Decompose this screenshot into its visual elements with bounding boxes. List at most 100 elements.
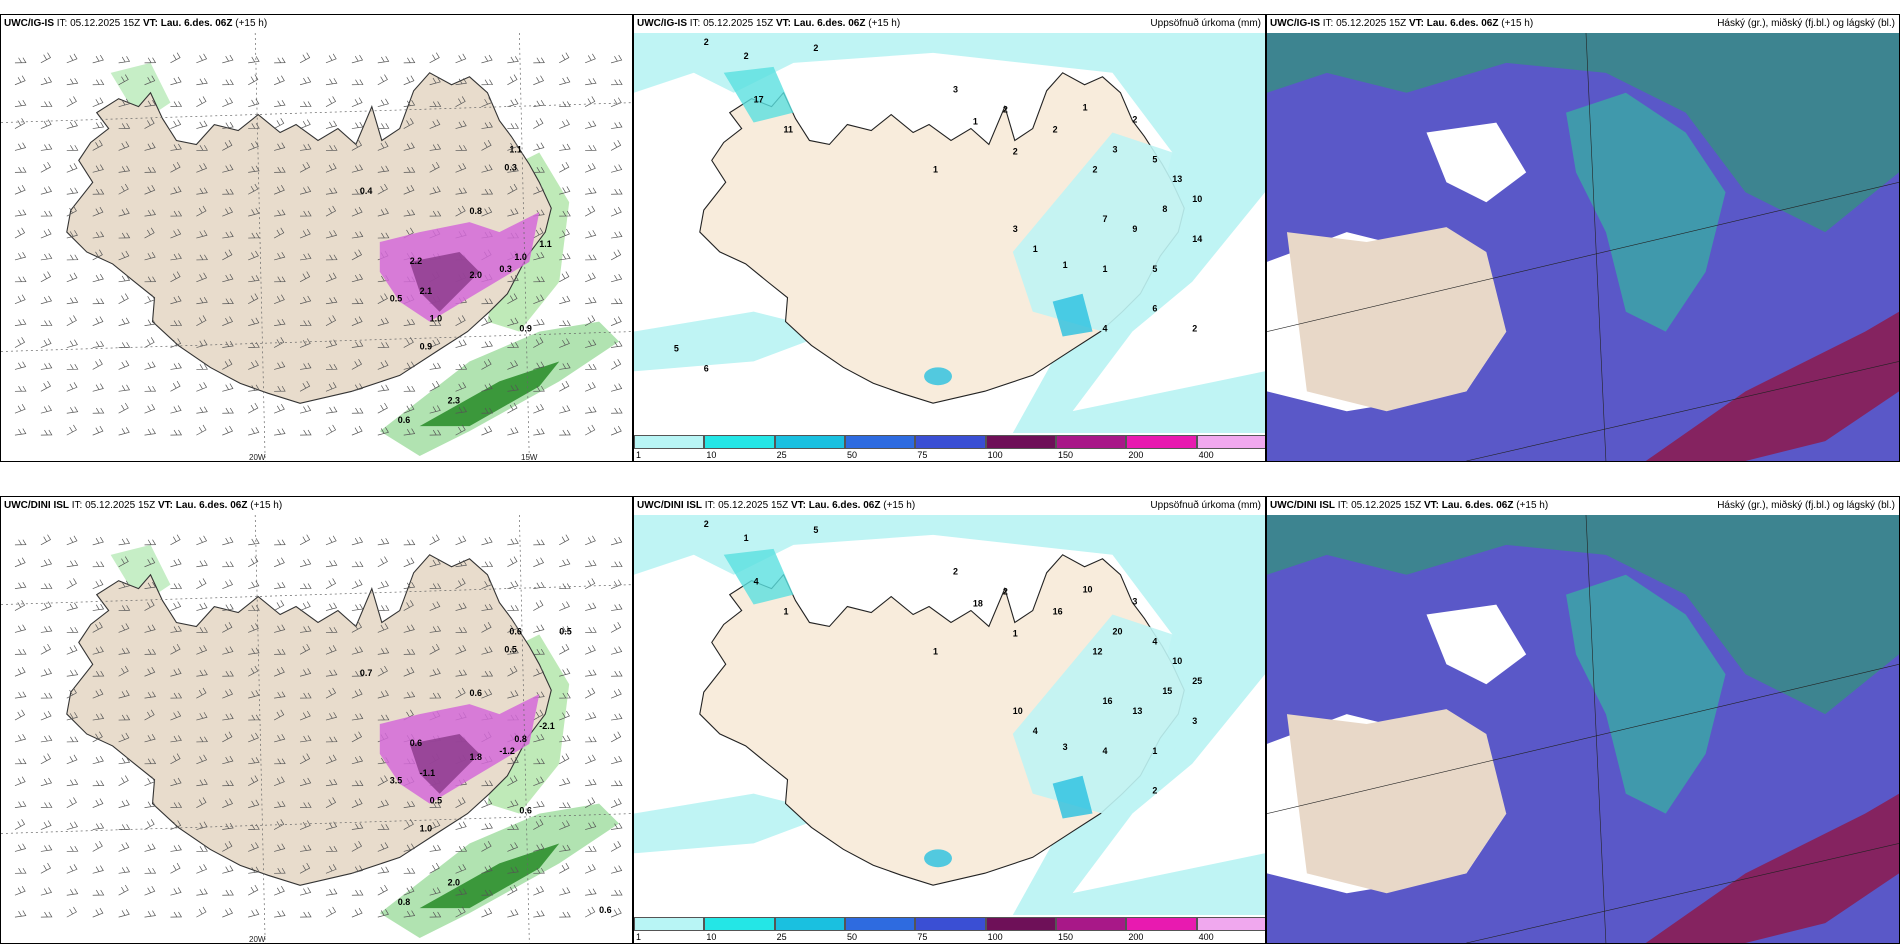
precip-value-label: 2 bbox=[704, 37, 709, 47]
precip-value-label: 9 bbox=[1132, 224, 1137, 234]
precip-value-label: 10 bbox=[1083, 585, 1093, 595]
precip-map[interactable]: 2 2 2 17 11 3 1 2 2 2 1 2 3 2 5 13 9 7 8 10 14 1 3 1 1 1 5 6 4 2 5 6 bbox=[634, 33, 1265, 433]
precip-value-label: 2 bbox=[813, 43, 818, 53]
precip-dark-area bbox=[419, 843, 560, 909]
colorbar-swatch bbox=[845, 917, 916, 931]
wind-value-label: 1.8 bbox=[470, 752, 482, 762]
graticule bbox=[1267, 33, 1899, 461]
wind-value-label: 1.0 bbox=[430, 314, 442, 324]
colorbar-label: 100 bbox=[987, 450, 1003, 460]
wind-value-label: 2.3 bbox=[448, 395, 460, 405]
precip-light-sw bbox=[634, 793, 834, 854]
precip-value-label: 5 bbox=[674, 343, 679, 353]
wind-map[interactable]: 0.6 0.5 0.7 0.6 0.8 0.6 -2.1 -1.2 -1.1 1.8 3.5 0.5 0… bbox=[1, 515, 632, 943]
clear-sky-nw bbox=[1426, 122, 1527, 203]
precip-light-sw bbox=[634, 311, 834, 372]
colorbar-label: 10 bbox=[706, 450, 717, 460]
wind-value-label: 0.8 bbox=[470, 206, 482, 216]
snow-core bbox=[409, 733, 480, 794]
precip-value-label: 13 bbox=[1172, 174, 1182, 184]
precip-value-label: 1 bbox=[1013, 628, 1018, 638]
colorbar-swatch bbox=[1126, 435, 1197, 449]
colorbar-label: 50 bbox=[847, 932, 858, 942]
precip-value-label: 3 bbox=[1132, 597, 1137, 607]
colorbar-swatch bbox=[704, 435, 775, 449]
panel-precip-row2: UWC/DINI ISL IT: 05.12.2025 15Z VT: Lau.… bbox=[633, 496, 1266, 944]
colorbar-label: 10 bbox=[706, 932, 717, 942]
panel-title: UWC/DINI ISL IT: 05.12.2025 15Z VT: Lau.… bbox=[1267, 497, 1899, 515]
precip-value-label: 2 bbox=[1093, 164, 1098, 174]
precip-value-label: 11 bbox=[784, 125, 793, 135]
colorbar-label: 150 bbox=[1058, 932, 1074, 942]
wind-value-label: -2.1 bbox=[539, 721, 554, 731]
wind-barbs bbox=[14, 534, 623, 918]
wind-value-label: 0.5 bbox=[504, 644, 516, 654]
colorbar-swatch bbox=[704, 917, 775, 931]
precip-value-label: 3 bbox=[953, 85, 958, 95]
panel-title: UWC/DINI ISL IT: 05.12.2025 15Z VT: Lau.… bbox=[634, 497, 1265, 515]
graticule bbox=[1, 515, 632, 943]
panel-subtitle: Uppsöfnuð úrkoma (mm) bbox=[1150, 18, 1261, 29]
precip-value-label: 13 bbox=[1132, 706, 1142, 716]
wind-value-label: 0.5 bbox=[559, 626, 571, 636]
iceland-land bbox=[1286, 709, 1507, 894]
precip-value-label: 7 bbox=[1103, 214, 1108, 224]
precip-value-label: 12 bbox=[1093, 646, 1103, 656]
wind-value-label: -1.1 bbox=[420, 768, 435, 778]
low-cloud-green bbox=[1566, 92, 1726, 332]
precip-value-label: 8 bbox=[1162, 204, 1167, 214]
precip-value-label: 2 bbox=[1152, 786, 1157, 796]
precip-value-label: 14 bbox=[1192, 234, 1202, 244]
precip-value-label: 4 bbox=[1152, 636, 1157, 646]
precip-value-label: 4 bbox=[1103, 324, 1108, 334]
precip-value-label: 2 bbox=[1192, 324, 1197, 334]
wind-value-label: 0.3 bbox=[504, 162, 516, 172]
wind-value-label: 0.8 bbox=[514, 734, 526, 744]
graticule bbox=[1, 33, 632, 461]
wind-barbs bbox=[14, 52, 623, 436]
graticule bbox=[1267, 515, 1899, 943]
wind-value-label: 0.6 bbox=[398, 415, 410, 425]
precip-map[interactable]: 2 1 5 4 1 2 18 2 1 16 10 12 20 3 4 10 13 16 15 25 3 1 10 4 3 4 1 2 bbox=[634, 515, 1265, 915]
panel-cloud-row2: UWC/DINI ISL IT: 05.12.2025 15Z VT: Lau.… bbox=[1266, 496, 1900, 944]
colorbar-label: 1 bbox=[636, 932, 642, 942]
wind-value-label: 0.9 bbox=[420, 342, 432, 352]
precip-value-label: 5 bbox=[813, 525, 818, 535]
colorbar-label: 50 bbox=[847, 450, 858, 460]
colorbar-label: 75 bbox=[917, 450, 928, 460]
precip-se-max bbox=[1052, 775, 1093, 819]
colorbar-swatch bbox=[1126, 917, 1197, 931]
lon-label-20w: 20W bbox=[249, 935, 266, 944]
cloud-map[interactable] bbox=[1267, 33, 1899, 461]
wind-value-label: 0.5 bbox=[390, 294, 402, 304]
wind-value-label: 0.6 bbox=[519, 806, 531, 816]
wind-value-label: 1.1 bbox=[539, 239, 551, 249]
precip-value-label: 4 bbox=[754, 577, 759, 587]
colorbar-swatch bbox=[915, 917, 986, 931]
precip-value-label: 1 bbox=[1152, 746, 1157, 756]
wind-map[interactable]: 1.1 0.3 0.4 0.8 1.0 2.2 1.1 0.3 2.1 2.0 0.5 1.0 0.9 0… bbox=[1, 33, 632, 461]
precip-value-label: 1 bbox=[933, 646, 938, 656]
clear-sky-nw bbox=[1426, 604, 1527, 685]
panel-precip-row1: UWC/IG-IS IT: 05.12.2025 15Z VT: Lau. 6.… bbox=[633, 14, 1266, 462]
colorbar-label: 75 bbox=[917, 932, 928, 942]
precip-value-label: 4 bbox=[1103, 746, 1108, 756]
colorbar-swatch bbox=[845, 435, 916, 449]
high-cloud-band bbox=[1645, 793, 1899, 943]
wind-map-canvas: 1.1 0.3 0.4 0.8 1.0 2.2 1.1 0.3 2.1 2.0 0.5 1.0 0.9 0… bbox=[1, 33, 632, 461]
precip-value-label: 1 bbox=[1063, 260, 1068, 270]
wind-value-label: 0.6 bbox=[470, 688, 482, 698]
colorbar-swatch bbox=[985, 917, 1056, 931]
panel-cloud-row1: UWC/IG-IS IT: 05.12.2025 15Z VT: Lau. 6.… bbox=[1266, 14, 1900, 462]
panel-title: UWC/IG-IS IT: 05.12.2025 15Z VT: Lau. 6.… bbox=[1, 15, 632, 33]
precip-value-label: 5 bbox=[1152, 264, 1157, 274]
cloud-map[interactable] bbox=[1267, 515, 1899, 943]
precip-value-label: 2 bbox=[1003, 587, 1008, 597]
cloud-map-canvas bbox=[1267, 33, 1899, 461]
precip-value-label: 2 bbox=[1003, 105, 1008, 115]
snow-core bbox=[409, 251, 480, 312]
precip-value-label: 1 bbox=[784, 607, 789, 617]
colorbar-label: 200 bbox=[1128, 450, 1144, 460]
colorbar-label: 150 bbox=[1058, 450, 1074, 460]
